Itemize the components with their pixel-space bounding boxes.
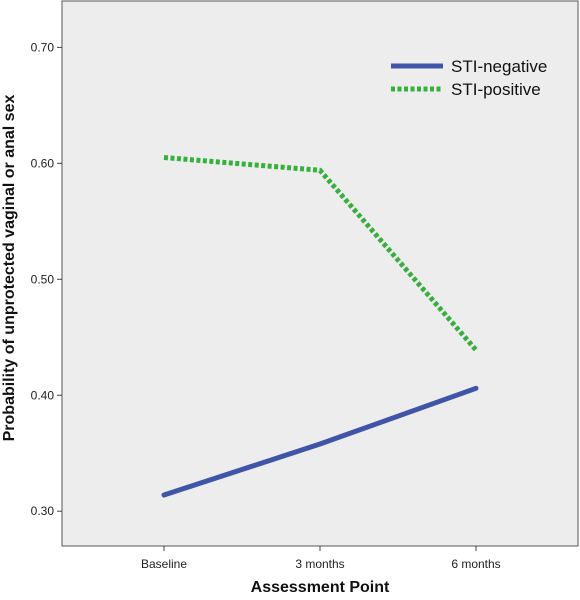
y-tick-label: 0.60 — [31, 156, 55, 170]
legend-label: STI-negative — [451, 57, 547, 76]
x-tick-label: 6 months — [451, 557, 500, 571]
series-line-sti-positive — [163, 155, 478, 352]
y-tick-label: 0.40 — [31, 388, 55, 402]
y-tick-label: 0.70 — [31, 40, 55, 54]
x-tick-label: 3 months — [295, 557, 344, 571]
x-axis: Baseline 3 months 6 months — [141, 546, 501, 571]
y-axis: 0.30 0.40 0.50 0.60 0.70 — [31, 40, 62, 518]
legend: STI-negative STI-positive — [391, 57, 547, 99]
y-tick-label: 0.50 — [31, 272, 55, 286]
x-axis-title: Assessment Point — [251, 579, 390, 596]
x-tick-label: Baseline — [141, 557, 187, 571]
plot-area — [61, 0, 579, 547]
y-tick-label: 0.30 — [31, 504, 55, 518]
series-line-sti-negative — [161, 385, 479, 498]
series-layer — [161, 155, 479, 498]
y-axis-title: Probability of unprotected vaginal or an… — [1, 95, 18, 442]
legend-label: STI-positive — [451, 80, 541, 99]
